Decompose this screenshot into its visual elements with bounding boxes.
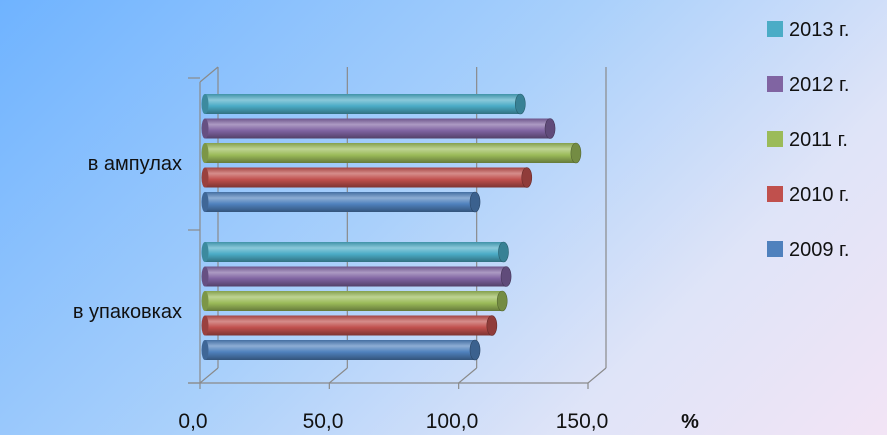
legend-label: 2012 г. (789, 74, 849, 96)
category-label: в упаковках (73, 301, 182, 323)
bar-end-cap (514, 93, 526, 115)
bar-end-cap (486, 315, 498, 336)
legend-label: 2013 г. (789, 19, 849, 41)
bar (201, 241, 509, 263)
bar-end-cap (496, 290, 508, 312)
axis-labels: в ампулах в упаковках 0,0 50,0 100,0 150,0% (73, 153, 699, 433)
bar-end-cap (498, 241, 509, 263)
x-tick-label: 150,0 (556, 410, 609, 433)
bar-end-cap (570, 142, 582, 164)
bar-start-cap (201, 94, 209, 114)
legend-swatch (767, 241, 783, 257)
bar (201, 93, 526, 115)
legend-label: 2009 г. (789, 239, 849, 261)
grid (188, 66, 607, 389)
bar-start-cap (201, 167, 209, 188)
axis-line (199, 66, 219, 83)
legend: 2013 г. 2012 г. 2011 г. 2010 г. 2009 г. (767, 19, 849, 261)
legend-item: 2010 г. (767, 184, 849, 206)
bar-body (205, 315, 492, 336)
bar-start-cap (201, 340, 209, 360)
legend-item: 2011 г. (767, 129, 848, 151)
bar (201, 315, 498, 336)
category-label: в ампулах (88, 153, 182, 175)
x-tick-label: 50,0 (303, 410, 344, 433)
legend-label: 2010 г. (789, 184, 849, 206)
legend-swatch (767, 21, 783, 37)
bars (201, 93, 582, 361)
bar-body (205, 118, 551, 139)
legend-item: 2009 г. (767, 239, 849, 261)
bar-body (205, 192, 476, 212)
bar-start-cap (201, 266, 209, 287)
legend-label: 2011 г. (789, 129, 848, 151)
bar-body (205, 291, 503, 311)
bar-end-cap (469, 339, 481, 361)
bar-end-cap (469, 191, 481, 213)
bar-body (205, 266, 507, 287)
legend-swatch (767, 76, 783, 92)
legend-item: 2013 г. (767, 19, 849, 41)
floor-line (328, 367, 348, 384)
bar-body (205, 167, 527, 188)
bar-start-cap (201, 143, 209, 163)
bar-body (205, 242, 504, 262)
bar-start-cap (201, 118, 209, 139)
x-unit-label: % (681, 411, 699, 433)
bar (201, 167, 533, 188)
bar (201, 142, 582, 164)
bar (201, 339, 481, 361)
legend-item: 2012 г. (767, 74, 849, 96)
bar-body (205, 340, 476, 360)
bar-start-cap (201, 291, 209, 311)
bar-end-cap (521, 167, 533, 188)
bar-body (205, 94, 521, 114)
x-tick-label: 0,0 (178, 410, 207, 433)
floor-line (199, 367, 219, 384)
bar-body (205, 143, 576, 163)
legend-swatch (767, 131, 783, 147)
bar-end-cap (544, 118, 556, 139)
bar-end-cap (500, 266, 512, 287)
bar (201, 118, 556, 139)
floor-line (458, 367, 478, 384)
legend-swatch (767, 186, 783, 202)
floor-line (587, 367, 607, 384)
bar-start-cap (201, 315, 209, 336)
bar-start-cap (201, 192, 209, 212)
bar (201, 191, 481, 213)
bar-start-cap (201, 242, 209, 262)
bar (201, 266, 512, 287)
x-tick-label: 100,0 (426, 410, 479, 433)
bar (201, 290, 508, 312)
